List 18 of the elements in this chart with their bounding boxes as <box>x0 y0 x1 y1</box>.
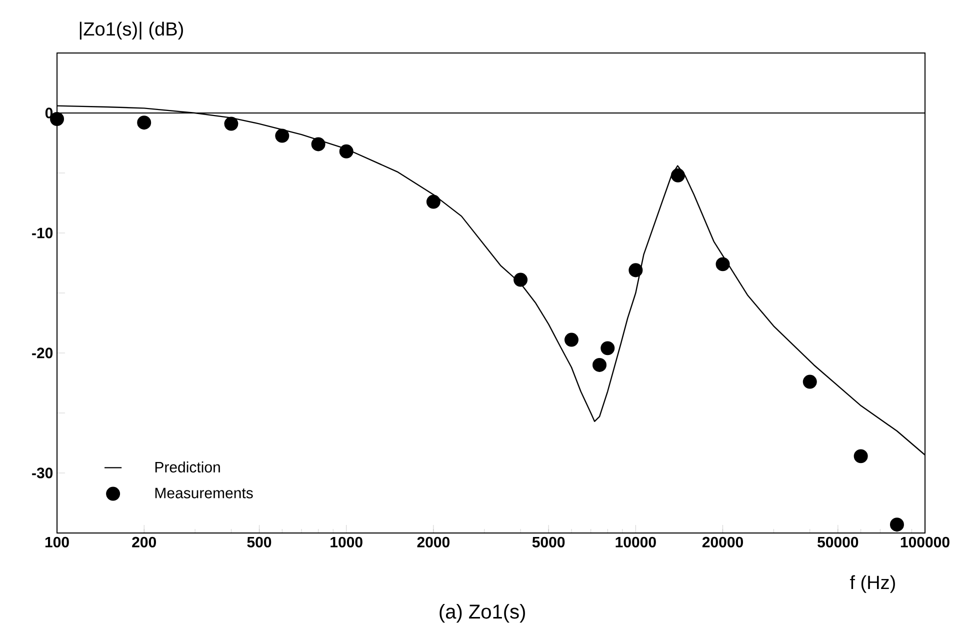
x-tick-label: 100 <box>45 536 69 548</box>
y-tick-label: -30 <box>32 468 53 478</box>
x-tick-label: 20000 <box>702 536 743 548</box>
x-tick-label: 50000 <box>818 536 858 548</box>
x-tick-label: 100000 <box>900 536 950 548</box>
x-tick-label: 500 <box>247 536 272 548</box>
x-tick-label: 5000 <box>532 536 565 548</box>
y-tick-label: -10 <box>32 228 53 238</box>
x-tick-label: 10000 <box>616 536 656 548</box>
legend-label: Prediction <box>155 462 220 473</box>
x-axis-title: f (Hz) <box>850 575 895 593</box>
text: (a) Zo1(s) <box>440 604 525 623</box>
y-tick-label: -20 <box>32 348 53 358</box>
x-tick-label: 200 <box>132 536 156 548</box>
x-tick-label: 1000 <box>330 536 362 548</box>
legend-label: Measurements <box>155 488 253 498</box>
x-tick-label: 2000 <box>417 536 450 548</box>
y-axis-title: |Zo1(s)| (dB) <box>80 22 183 40</box>
